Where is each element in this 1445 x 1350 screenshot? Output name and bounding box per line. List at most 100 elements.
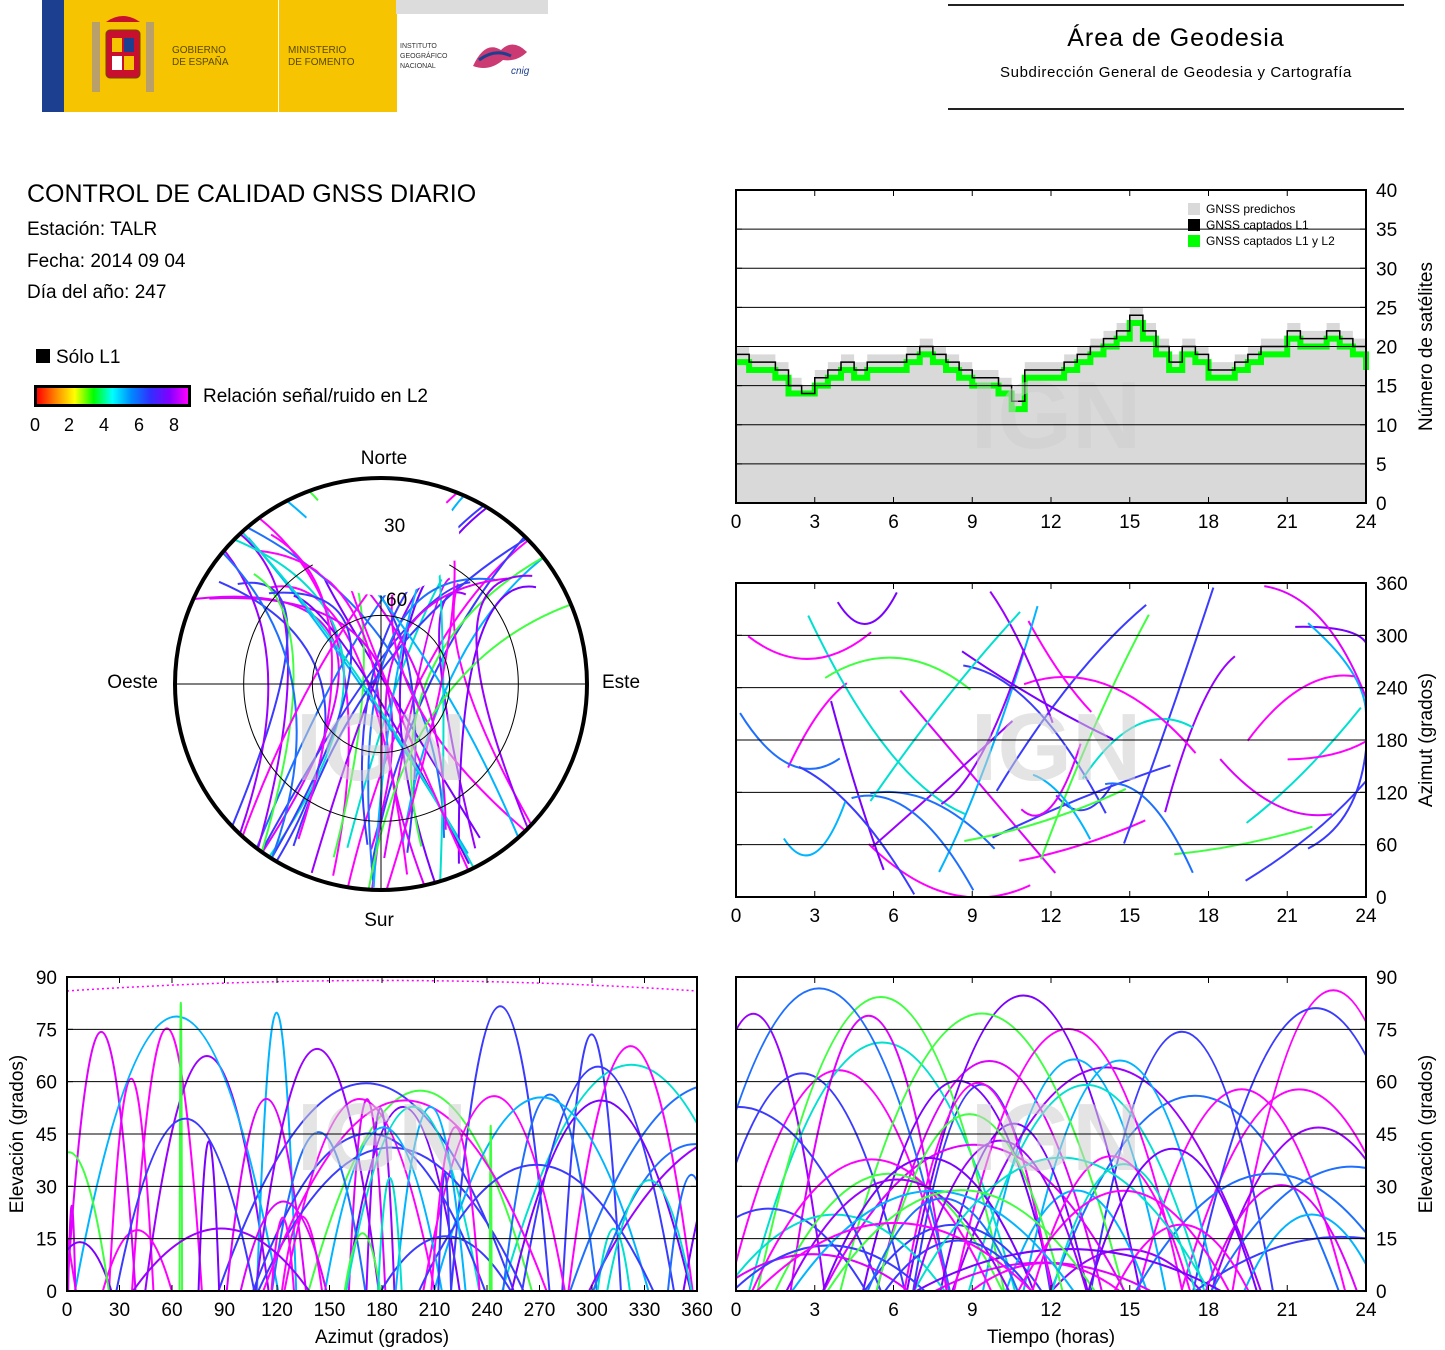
elevation-azimuth-track [323, 1126, 443, 1291]
elevation-time-ytick-label: 90 [1376, 968, 1397, 989]
elevation-track [884, 1239, 1033, 1291]
elevation-azimuth-xtick-label: 0 [62, 1300, 73, 1321]
sky-track [209, 596, 394, 850]
elevation-azimuth-track [115, 1117, 256, 1291]
satellites-plot [736, 307, 1369, 503]
azimuth-track [783, 801, 847, 857]
elevation-azimuth-track [510, 1099, 692, 1291]
legend-swatch [1188, 235, 1200, 247]
azimuth-track [807, 615, 966, 815]
gov-label-1: GOBIERNO [172, 45, 226, 56]
elevation-track [736, 1013, 826, 1291]
elevation-azimuth-track [307, 1089, 533, 1291]
gov-label-2: DE ESPAÑA [172, 57, 229, 68]
snr-label: Relación señal/ruido en L2 [203, 386, 428, 407]
elevation-time-ytick-label: 75 [1376, 1020, 1397, 1041]
sky-track [259, 549, 384, 890]
elevation-track [789, 1015, 948, 1291]
elevation-azimuth-track [67, 1204, 77, 1291]
elevation-track [1050, 1094, 1340, 1291]
azimuth-track [836, 592, 898, 625]
elevation-track [822, 1156, 1035, 1291]
elevation-azimuth-xtick-label: 330 [629, 1300, 661, 1321]
elevation-track [839, 1012, 1125, 1291]
azimuth-track [798, 765, 916, 895]
elevation-azimuth-track [67, 1241, 113, 1291]
elevation-track [1210, 1165, 1366, 1291]
snr-tick: 0 [29, 415, 40, 435]
direction-south: Sur [364, 910, 394, 931]
elevation-time-xtick-label: 9 [967, 1300, 978, 1321]
azimuth-time-xtick-label: 3 [809, 906, 820, 927]
cnig-text: cnig [511, 66, 530, 77]
elevation-time-xtick-label: 21 [1277, 1300, 1298, 1321]
azimuth-track [868, 843, 1031, 897]
azimuth-time-ytick-label: 0 [1376, 888, 1387, 909]
skyplot-tracks [178, 479, 586, 890]
northern-cap [302, 475, 460, 596]
azimuth-track [1307, 684, 1366, 850]
elevation-time-ytick-label: 60 [1376, 1073, 1397, 1094]
elevation-azimuth-ytick-label: 45 [36, 1125, 57, 1146]
elevation-azimuth-track [239, 1200, 328, 1291]
elevation-azimuth-track [588, 1145, 697, 1291]
azimuth-track [1104, 782, 1194, 874]
elevation-track [756, 996, 1006, 1291]
doy-label: Día del año: 247 [27, 282, 167, 303]
ign-watermark: IGN [971, 694, 1142, 801]
dept-rule-top [948, 4, 1404, 6]
azimuth-time-ytick-label: 120 [1376, 783, 1408, 804]
satellites-ytick-label: 20 [1376, 338, 1397, 359]
snr-tick: 4 [98, 415, 109, 435]
azimuth-track [1032, 773, 1092, 840]
elevation-azimuth-track [283, 1098, 436, 1291]
elevation-time-xtick-label: 0 [731, 1300, 742, 1321]
sky-track [475, 574, 540, 856]
ministry-label-2: DE FOMENTO [288, 57, 355, 68]
azimuth-track [995, 604, 1147, 792]
azimuth-track [940, 648, 1026, 805]
direction-north: Norte [361, 448, 407, 469]
satellites-ytick-label: 10 [1376, 416, 1397, 437]
elevation-azimuth-track [345, 1105, 461, 1291]
elevation-azimuth-track [569, 1086, 697, 1291]
elevation-azimuth-track [255, 1011, 298, 1291]
elevation-time-ylabel: Elevación (grados) [1416, 1055, 1437, 1213]
elevation-time-xtick-label: 3 [809, 1300, 820, 1321]
elevation-track [981, 1058, 1167, 1291]
elevation-azimuth-track [67, 1031, 137, 1291]
azimuth-track [739, 712, 841, 770]
sky-track [270, 585, 409, 875]
azimuth-time-ytick-label: 180 [1376, 731, 1408, 752]
satellites-ytick-label: 40 [1376, 181, 1397, 202]
elevation-time-xtick-label: 12 [1040, 1300, 1061, 1321]
azimuth-time-frame [735, 582, 1367, 898]
elevation-azimuth-track [178, 1001, 184, 1291]
ign-watermark: IGN [971, 1084, 1142, 1191]
azimuth-time-xtick-label: 21 [1277, 906, 1298, 927]
satellites-xtick-label: 0 [731, 512, 742, 533]
azimuth-track [1020, 743, 1082, 817]
elevation-track [1017, 1189, 1230, 1291]
azimuth-track [787, 682, 848, 768]
elevation-azimuth-xtick-label: 360 [681, 1300, 713, 1321]
elevation-time-xtick-label: 18 [1198, 1300, 1219, 1321]
satellites-ytick-label: 35 [1376, 220, 1397, 241]
elevation-time-ytick-label: 0 [1376, 1282, 1387, 1303]
satellites-ytick-label: 30 [1376, 259, 1397, 280]
azimuth-time-ylabel: Azimut (grados) [1416, 673, 1437, 807]
elevation-azimuth-track [380, 1235, 512, 1291]
elevation-azimuth-ytick-label: 60 [36, 1073, 57, 1094]
azimuth-time-xtick-label: 24 [1355, 906, 1377, 927]
elevation-track [736, 1207, 867, 1291]
ring-label-30: 30 [384, 516, 405, 537]
ign-label-2: GEOGRÁFICO [400, 53, 448, 60]
elevation-azimuth-track [257, 1146, 525, 1291]
azimuth-track [1027, 620, 1092, 713]
elevation-azimuth-track [430, 1126, 481, 1291]
azimuth-track [1287, 740, 1366, 761]
azimuth-time-ytick-label: 300 [1376, 626, 1408, 647]
elevation-azimuth-track [365, 1107, 396, 1291]
azimuth-track [938, 605, 1039, 873]
elevation-azimuth-track [262, 1099, 548, 1291]
